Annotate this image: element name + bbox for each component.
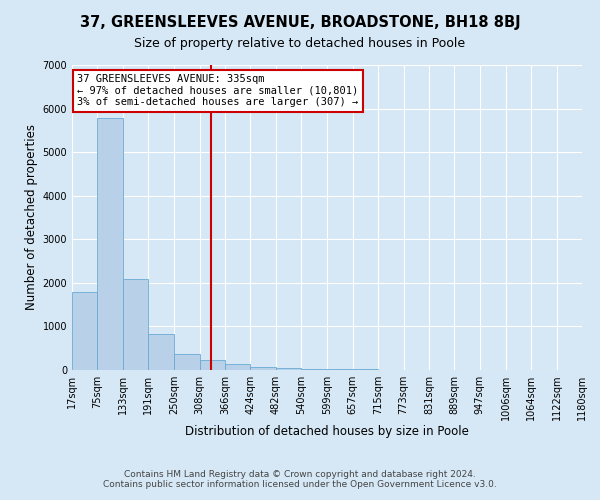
X-axis label: Distribution of detached houses by size in Poole: Distribution of detached houses by size … (185, 424, 469, 438)
Y-axis label: Number of detached properties: Number of detached properties (25, 124, 38, 310)
Text: Contains HM Land Registry data © Crown copyright and database right 2024.
Contai: Contains HM Land Registry data © Crown c… (103, 470, 497, 489)
Bar (250, 366, 276, 370)
Bar (174, 354, 200, 370)
Bar (225, 364, 250, 370)
Bar (276, 368, 301, 370)
Bar (148, 334, 174, 370)
Text: 37 GREENSLEEVES AVENUE: 335sqm
← 97% of detached houses are smaller (10,801)
3% : 37 GREENSLEEVES AVENUE: 335sqm ← 97% of … (77, 74, 358, 108)
Bar (353, 369, 378, 370)
Bar (97, 118, 123, 370)
Bar (123, 280, 148, 370)
Bar (327, 369, 353, 370)
Text: Size of property relative to detached houses in Poole: Size of property relative to detached ho… (134, 38, 466, 51)
Bar (72, 292, 97, 370)
Text: 37, GREENSLEEVES AVENUE, BROADSTONE, BH18 8BJ: 37, GREENSLEEVES AVENUE, BROADSTONE, BH1… (80, 15, 520, 30)
Bar (301, 368, 327, 370)
Bar (200, 360, 225, 370)
